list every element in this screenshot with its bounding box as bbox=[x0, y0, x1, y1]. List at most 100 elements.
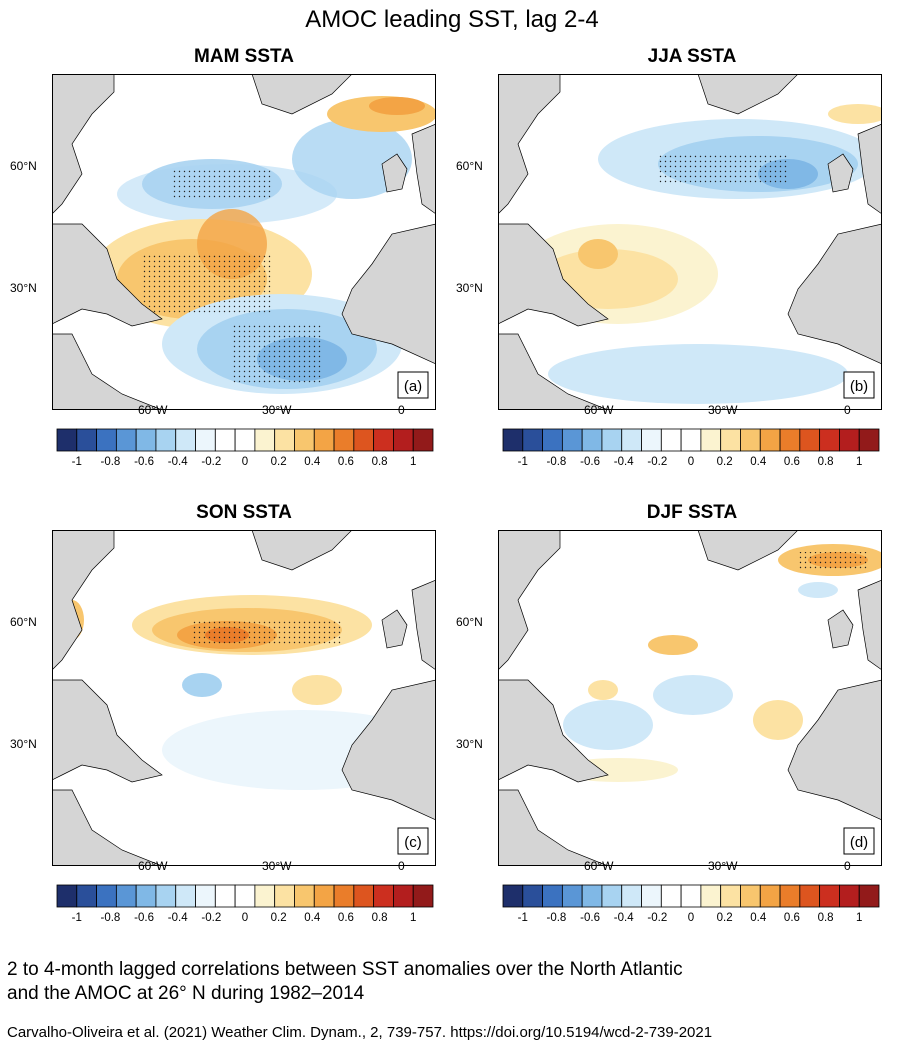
colorbar-swatch bbox=[561, 428, 583, 452]
colorbar-swatch bbox=[234, 884, 256, 908]
colorbar-label: -1 bbox=[517, 912, 528, 924]
colorbar-swatch bbox=[641, 884, 662, 908]
colorbar-label: -0.6 bbox=[134, 912, 154, 924]
colorbar-swatch bbox=[621, 428, 642, 452]
colorbar-label: 0.2 bbox=[716, 456, 733, 468]
colorbar-swatch bbox=[313, 884, 335, 908]
colorbar-label: -0.2 bbox=[201, 912, 222, 924]
colorbar-label: 0.2 bbox=[270, 456, 287, 468]
colorbar-swatch bbox=[333, 884, 355, 908]
colorbar-swatch bbox=[601, 884, 623, 908]
colorbar-swatch bbox=[155, 428, 177, 452]
panel-jja: JJA SSTA (b) 60°N 30°N bbox=[456, 46, 904, 516]
panel-title: MAM SSTA bbox=[194, 46, 294, 67]
colorbar-swatch bbox=[700, 884, 722, 908]
colorbar-swatch bbox=[175, 428, 196, 452]
colorbar-swatch bbox=[839, 428, 860, 452]
colorbar-label: 0.8 bbox=[371, 456, 388, 468]
panel-title: JJA SSTA bbox=[647, 46, 737, 67]
colorbar-swatch bbox=[76, 428, 97, 452]
colorbar-swatch bbox=[680, 884, 702, 908]
caption-line: and the AMOC at 26° N during 1982–2014 bbox=[7, 983, 365, 1004]
colorbar-swatch bbox=[393, 428, 414, 452]
lon-label-30w: 30°W bbox=[708, 859, 738, 873]
colorbar-label: 0.8 bbox=[817, 912, 834, 924]
colorbar: -1 -0.8 -0.6 -0.4 -0.2 0 0.2 0.4 0.6 0.8 1 bbox=[56, 428, 434, 478]
colorbar-swatches bbox=[56, 884, 434, 908]
colorbar-swatch bbox=[561, 884, 583, 908]
colorbar-label: 0 bbox=[687, 912, 695, 924]
colorbar: -1 -0.8 -0.6 -0.4 -0.2 0 0.2 0.4 0.6 0.8 1 bbox=[502, 428, 880, 478]
colorbar-swatch bbox=[779, 884, 801, 908]
colorbar-label: -0.6 bbox=[580, 456, 600, 468]
lat-label-60n: 60°N bbox=[10, 159, 37, 173]
colorbar-label: 0.6 bbox=[783, 912, 800, 924]
colorbar-label: -0.2 bbox=[201, 456, 222, 468]
colorbar-swatch bbox=[373, 428, 394, 452]
colorbar-swatch bbox=[254, 428, 276, 452]
colorbar-swatch bbox=[195, 428, 216, 452]
colorbar-swatch bbox=[740, 428, 761, 452]
lat-label-60n: 60°N bbox=[456, 615, 483, 629]
colorbar-swatch bbox=[700, 428, 722, 452]
lat-label-30n: 30°N bbox=[10, 281, 37, 295]
panel-tag: (d) bbox=[850, 834, 868, 851]
colorbar-swatch bbox=[313, 428, 335, 452]
colorbar-label: -0.4 bbox=[167, 456, 188, 468]
colorbar-label: 0.2 bbox=[716, 912, 733, 924]
panel-son: SON SSTA (c) 60°N 30°N bbox=[10, 502, 464, 972]
lat-label-60n: 60°N bbox=[456, 159, 483, 173]
colorbar-swatch bbox=[759, 884, 781, 908]
lat-label-30n: 30°N bbox=[456, 281, 483, 295]
colorbar-swatch bbox=[56, 884, 78, 908]
colorbar-swatch bbox=[819, 428, 840, 452]
colorbar-swatch bbox=[502, 428, 524, 452]
colorbar-label: 0 bbox=[687, 456, 695, 468]
colorbar-label: 1 bbox=[856, 912, 863, 924]
colorbar-swatch bbox=[96, 884, 117, 908]
colorbar-swatch bbox=[254, 884, 276, 908]
colorbar-swatch bbox=[353, 428, 375, 452]
colorbar-swatch bbox=[373, 884, 394, 908]
colorbar-swatch bbox=[393, 884, 414, 908]
colorbar-label: 0.6 bbox=[337, 456, 354, 468]
colorbar-swatch bbox=[542, 428, 563, 452]
colorbar-swatch bbox=[214, 884, 236, 908]
colorbar-swatch bbox=[234, 428, 256, 452]
colorbar-swatch bbox=[353, 884, 375, 908]
colorbar-label: 0.6 bbox=[783, 456, 800, 468]
colorbar-label: -0.4 bbox=[167, 912, 188, 924]
colorbar: -1 -0.8 -0.6 -0.4 -0.2 0 0.2 0.4 0.6 0.8 1 bbox=[56, 884, 434, 934]
colorbar-label: 0.8 bbox=[371, 912, 388, 924]
colorbar-swatch bbox=[56, 428, 78, 452]
colorbar-swatch bbox=[135, 428, 157, 452]
colorbar-label: -0.6 bbox=[580, 912, 600, 924]
colorbar-swatch bbox=[819, 884, 840, 908]
colorbar-label: 1 bbox=[410, 912, 417, 924]
colorbar-label: -0.8 bbox=[100, 912, 121, 924]
colorbar-label: 0 bbox=[241, 456, 249, 468]
lon-label-30w: 30°W bbox=[708, 403, 738, 417]
colorbar-swatch bbox=[660, 884, 682, 908]
colorbar-swatch bbox=[522, 428, 543, 452]
lon-label-30w: 30°W bbox=[262, 403, 292, 417]
colorbar-swatch bbox=[581, 884, 603, 908]
colorbar-swatch bbox=[274, 884, 295, 908]
lat-label-60n: 60°N bbox=[10, 615, 37, 629]
colorbar-swatch bbox=[720, 884, 741, 908]
colorbar-label: 0.4 bbox=[304, 456, 321, 468]
colorbar-swatches bbox=[502, 884, 880, 908]
figure-caption: 2 to 4-month lagged correlations between… bbox=[7, 958, 683, 1006]
map-djf: (d) bbox=[498, 530, 882, 866]
colorbar-swatch bbox=[76, 884, 97, 908]
colorbar-swatch bbox=[799, 428, 821, 452]
colorbar-swatch bbox=[660, 428, 682, 452]
lon-label-60w: 60°W bbox=[584, 859, 614, 873]
colorbar-swatches bbox=[56, 428, 434, 452]
colorbar-label: -0.6 bbox=[134, 456, 154, 468]
colorbar-swatch bbox=[412, 884, 434, 908]
colorbar-swatch bbox=[581, 428, 603, 452]
colorbar-swatch bbox=[333, 428, 355, 452]
colorbar-swatch bbox=[542, 884, 563, 908]
lon-label-0: 0 bbox=[844, 403, 851, 417]
